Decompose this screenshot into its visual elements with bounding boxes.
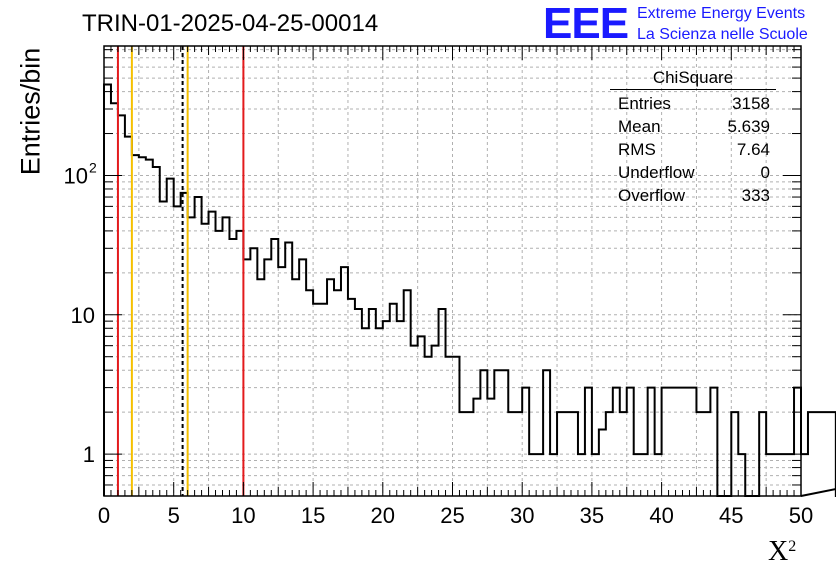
eee-logo: EEE [543,0,629,48]
logo-line-2: La Scienza nelle Scuole [637,26,808,43]
histogram [103,83,836,497]
histogram-outline [103,83,836,497]
stats-row-overflow: Overflow 333 [610,184,776,207]
x-tick-label: 5 [168,503,180,528]
x-tick-label: 25 [440,503,464,528]
x-tick-label: 35 [580,503,604,528]
stats-label: Overflow [618,186,686,205]
x-tick-label: 15 [301,503,325,528]
x-ticks: 0 5 10 15 20 25 30 35 40 45 50 [98,46,813,528]
y-axis-label: Entries/bin [15,47,46,176]
stats-label: Mean [618,117,661,136]
marker-lines [116,46,245,496]
stats-row-rms: RMS 7.64 [610,138,776,161]
stats-value: 333 [741,186,770,205]
stats-value: 3158 [732,94,770,113]
stats-value: 7.64 [736,140,770,159]
y-tick-label: 10 [64,163,88,188]
stats-value: 5.639 [727,117,770,136]
y-tick-label: 10 [71,303,95,328]
x-axis-label: X2 [768,536,796,568]
x-tick-label: 45 [719,503,743,528]
logo-caption: Extreme Energy Events La Scienza nelle S… [637,3,808,45]
stats-label: Underflow [618,163,695,182]
stats-row-mean: Mean 5.639 [610,115,776,138]
stats-title: ChiSquare [610,68,776,90]
stats-label: RMS [618,140,656,159]
stats-row-underflow: Underflow 0 [610,161,776,184]
x-tick-label: 40 [649,503,673,528]
stats-label: Entries [618,94,671,113]
x-tick-label: 10 [231,503,255,528]
stats-value: 0 [760,163,770,182]
x-axis-label-base: X [768,536,789,567]
y-tick-label-sup: 2 [89,159,97,175]
x-tick-label: 50 [789,503,813,528]
x-tick-label: 20 [371,503,395,528]
stats-row-entries: Entries 3158 [610,92,776,115]
x-tick-label: 0 [98,503,110,528]
stats-box: ChiSquare Entries 3158 Mean 5.639 RMS 7.64 Und… [610,68,776,207]
chart-title: TRIN-01-2025-04-25-00014 [82,10,379,37]
logo-line-1: Extreme Energy Events [637,5,806,22]
y-tick-label: 1 [83,442,95,467]
x-tick-label: 30 [510,503,534,528]
stats-rows: Entries 3158 Mean 5.639 RMS 7.64 Underflow 0 Ove… [610,92,776,207]
x-axis-label-sup: 2 [788,538,797,555]
